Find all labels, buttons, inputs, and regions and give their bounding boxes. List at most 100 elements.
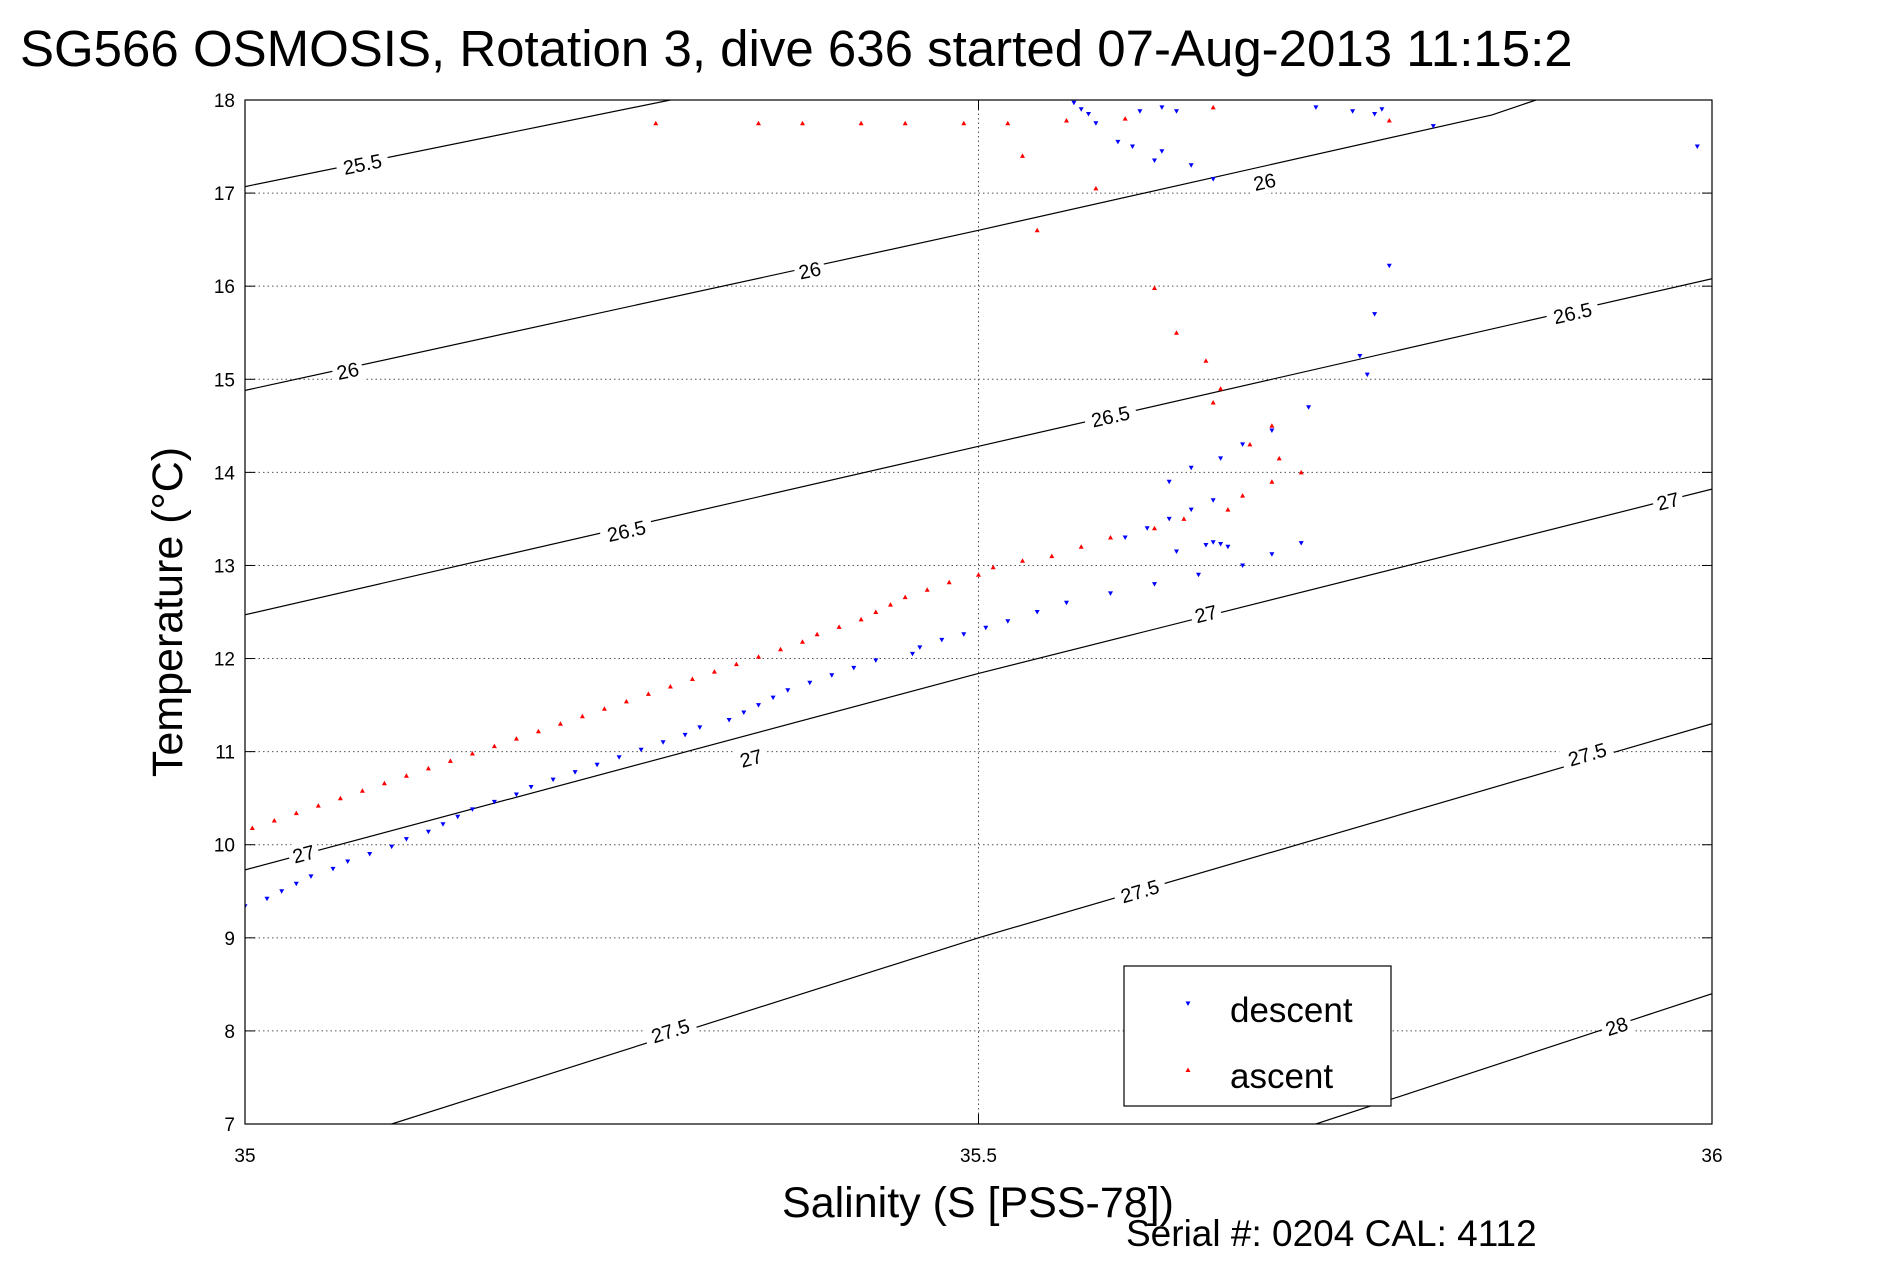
ascent-point xyxy=(800,120,805,126)
descent-point xyxy=(594,762,600,768)
ascent-point xyxy=(1247,441,1253,447)
descent-point xyxy=(851,665,857,671)
descent-point xyxy=(1372,112,1378,117)
descent-point xyxy=(367,852,373,857)
descent-point xyxy=(1064,600,1069,606)
descent-point xyxy=(1174,549,1179,554)
ascent-point xyxy=(1269,479,1275,484)
isopycnal-label: 27 xyxy=(1188,598,1224,630)
ascent-point xyxy=(1210,400,1216,405)
descent-point xyxy=(330,866,336,872)
legend-ascent-label: ascent xyxy=(1230,1057,1333,1096)
legend: descent ascent xyxy=(1123,965,1392,1107)
descent-point xyxy=(770,695,776,701)
isopycnal-label-bg xyxy=(1111,872,1169,911)
descent-point xyxy=(1005,619,1011,624)
isopycnal-label-bg xyxy=(1650,485,1686,517)
descent-point xyxy=(389,844,395,850)
isopycnal-label-bg xyxy=(1188,598,1224,630)
descent-point xyxy=(917,645,923,650)
axis-ticks: 7 8 9 10 11 12 13 14 15 16 17 18 35 35.5 36 xyxy=(214,91,1723,1167)
x-tick-label: 36 xyxy=(1701,1146,1722,1167)
x-tick-label: 35 xyxy=(234,1146,255,1167)
isopycnal-label-bg xyxy=(1598,1010,1635,1043)
isopycnal-label-bg xyxy=(330,355,365,386)
ascent-point xyxy=(623,698,629,704)
ascent-point xyxy=(513,736,519,741)
descent-point xyxy=(910,651,915,657)
ascent-point xyxy=(469,751,475,756)
descent-point xyxy=(785,688,791,693)
ascent-point xyxy=(814,631,820,637)
descent-point xyxy=(1364,372,1370,378)
descent-point xyxy=(37,994,42,999)
isopycnal-label: 26.5 xyxy=(1544,295,1601,331)
descent-point xyxy=(1298,541,1304,546)
ascent-point xyxy=(1064,118,1069,123)
descent-point xyxy=(1166,479,1172,485)
isopycnal-26-line xyxy=(245,100,1537,391)
ascent-point xyxy=(1108,535,1113,540)
ascent-point xyxy=(902,594,908,600)
descent-point xyxy=(103,971,108,976)
isopycnal-label-bg xyxy=(792,255,828,286)
ascent-point xyxy=(96,878,101,883)
ascent-point xyxy=(1093,185,1099,191)
legend-item-descent: descent xyxy=(1185,991,1353,1030)
descent-point xyxy=(59,986,64,991)
descent-point xyxy=(1071,100,1077,106)
descent-point xyxy=(1350,109,1356,114)
descent-point xyxy=(1144,526,1150,531)
descent-point xyxy=(125,964,130,969)
descent-point xyxy=(1078,107,1084,112)
descent-point xyxy=(513,792,519,797)
ascent-point xyxy=(1020,558,1025,563)
ascent-point xyxy=(1276,455,1282,461)
descent-point xyxy=(1130,144,1135,149)
descent-point xyxy=(873,658,879,663)
isopycnal-label: 27 xyxy=(286,838,322,870)
descent-point xyxy=(1159,149,1165,154)
ascent-point xyxy=(836,624,842,629)
ascent-point xyxy=(535,728,541,734)
descent-point xyxy=(264,896,270,902)
ascent-point xyxy=(1240,493,1246,498)
ascent-point xyxy=(1152,285,1157,290)
ascent-point xyxy=(140,863,145,868)
isopycnal-label-text: 27.5 xyxy=(1566,739,1610,771)
isopycnal-label-text: 27.5 xyxy=(649,1015,693,1048)
legend-ascent-marker xyxy=(1185,1067,1191,1072)
descent-point xyxy=(983,625,989,631)
descent-point xyxy=(1306,405,1312,410)
y-tick-label: 12 xyxy=(214,650,235,671)
y-tick-label: 17 xyxy=(214,184,235,205)
isopycnal-label: 26 xyxy=(330,355,365,386)
descent-point xyxy=(1357,354,1363,359)
descent-point xyxy=(1166,516,1172,522)
isopycnal-label-text: 26.5 xyxy=(1089,402,1132,432)
ascent-point xyxy=(1203,358,1209,363)
descent-point xyxy=(1218,542,1224,547)
series-descent xyxy=(37,100,1700,999)
descent-point xyxy=(162,949,167,954)
descent-point xyxy=(1210,540,1216,545)
descent-point xyxy=(550,777,556,783)
descent-point xyxy=(1694,144,1700,149)
descent-point xyxy=(939,637,945,643)
ascent-point xyxy=(447,758,453,763)
ascent-point xyxy=(1174,330,1179,335)
isopycnal-label-bg xyxy=(598,513,655,549)
isopycnal-label-text: 26 xyxy=(797,258,823,284)
isopycnal-label: 27.5 xyxy=(641,1011,699,1051)
ascent-point xyxy=(1122,116,1128,121)
y-tick-label: 11 xyxy=(215,743,235,764)
ascent-point xyxy=(579,713,585,719)
ascent-point xyxy=(74,885,79,890)
isopycnal-label: 27.5 xyxy=(1111,872,1169,911)
legend-descent-label: descent xyxy=(1230,991,1353,1030)
ascent-point xyxy=(858,616,864,622)
y-axis-label: Temperature (°C) xyxy=(144,447,192,777)
ascent-point xyxy=(1020,153,1025,158)
isopycnal-label-text: 26.5 xyxy=(1551,299,1594,329)
ascent-point xyxy=(1152,525,1157,531)
